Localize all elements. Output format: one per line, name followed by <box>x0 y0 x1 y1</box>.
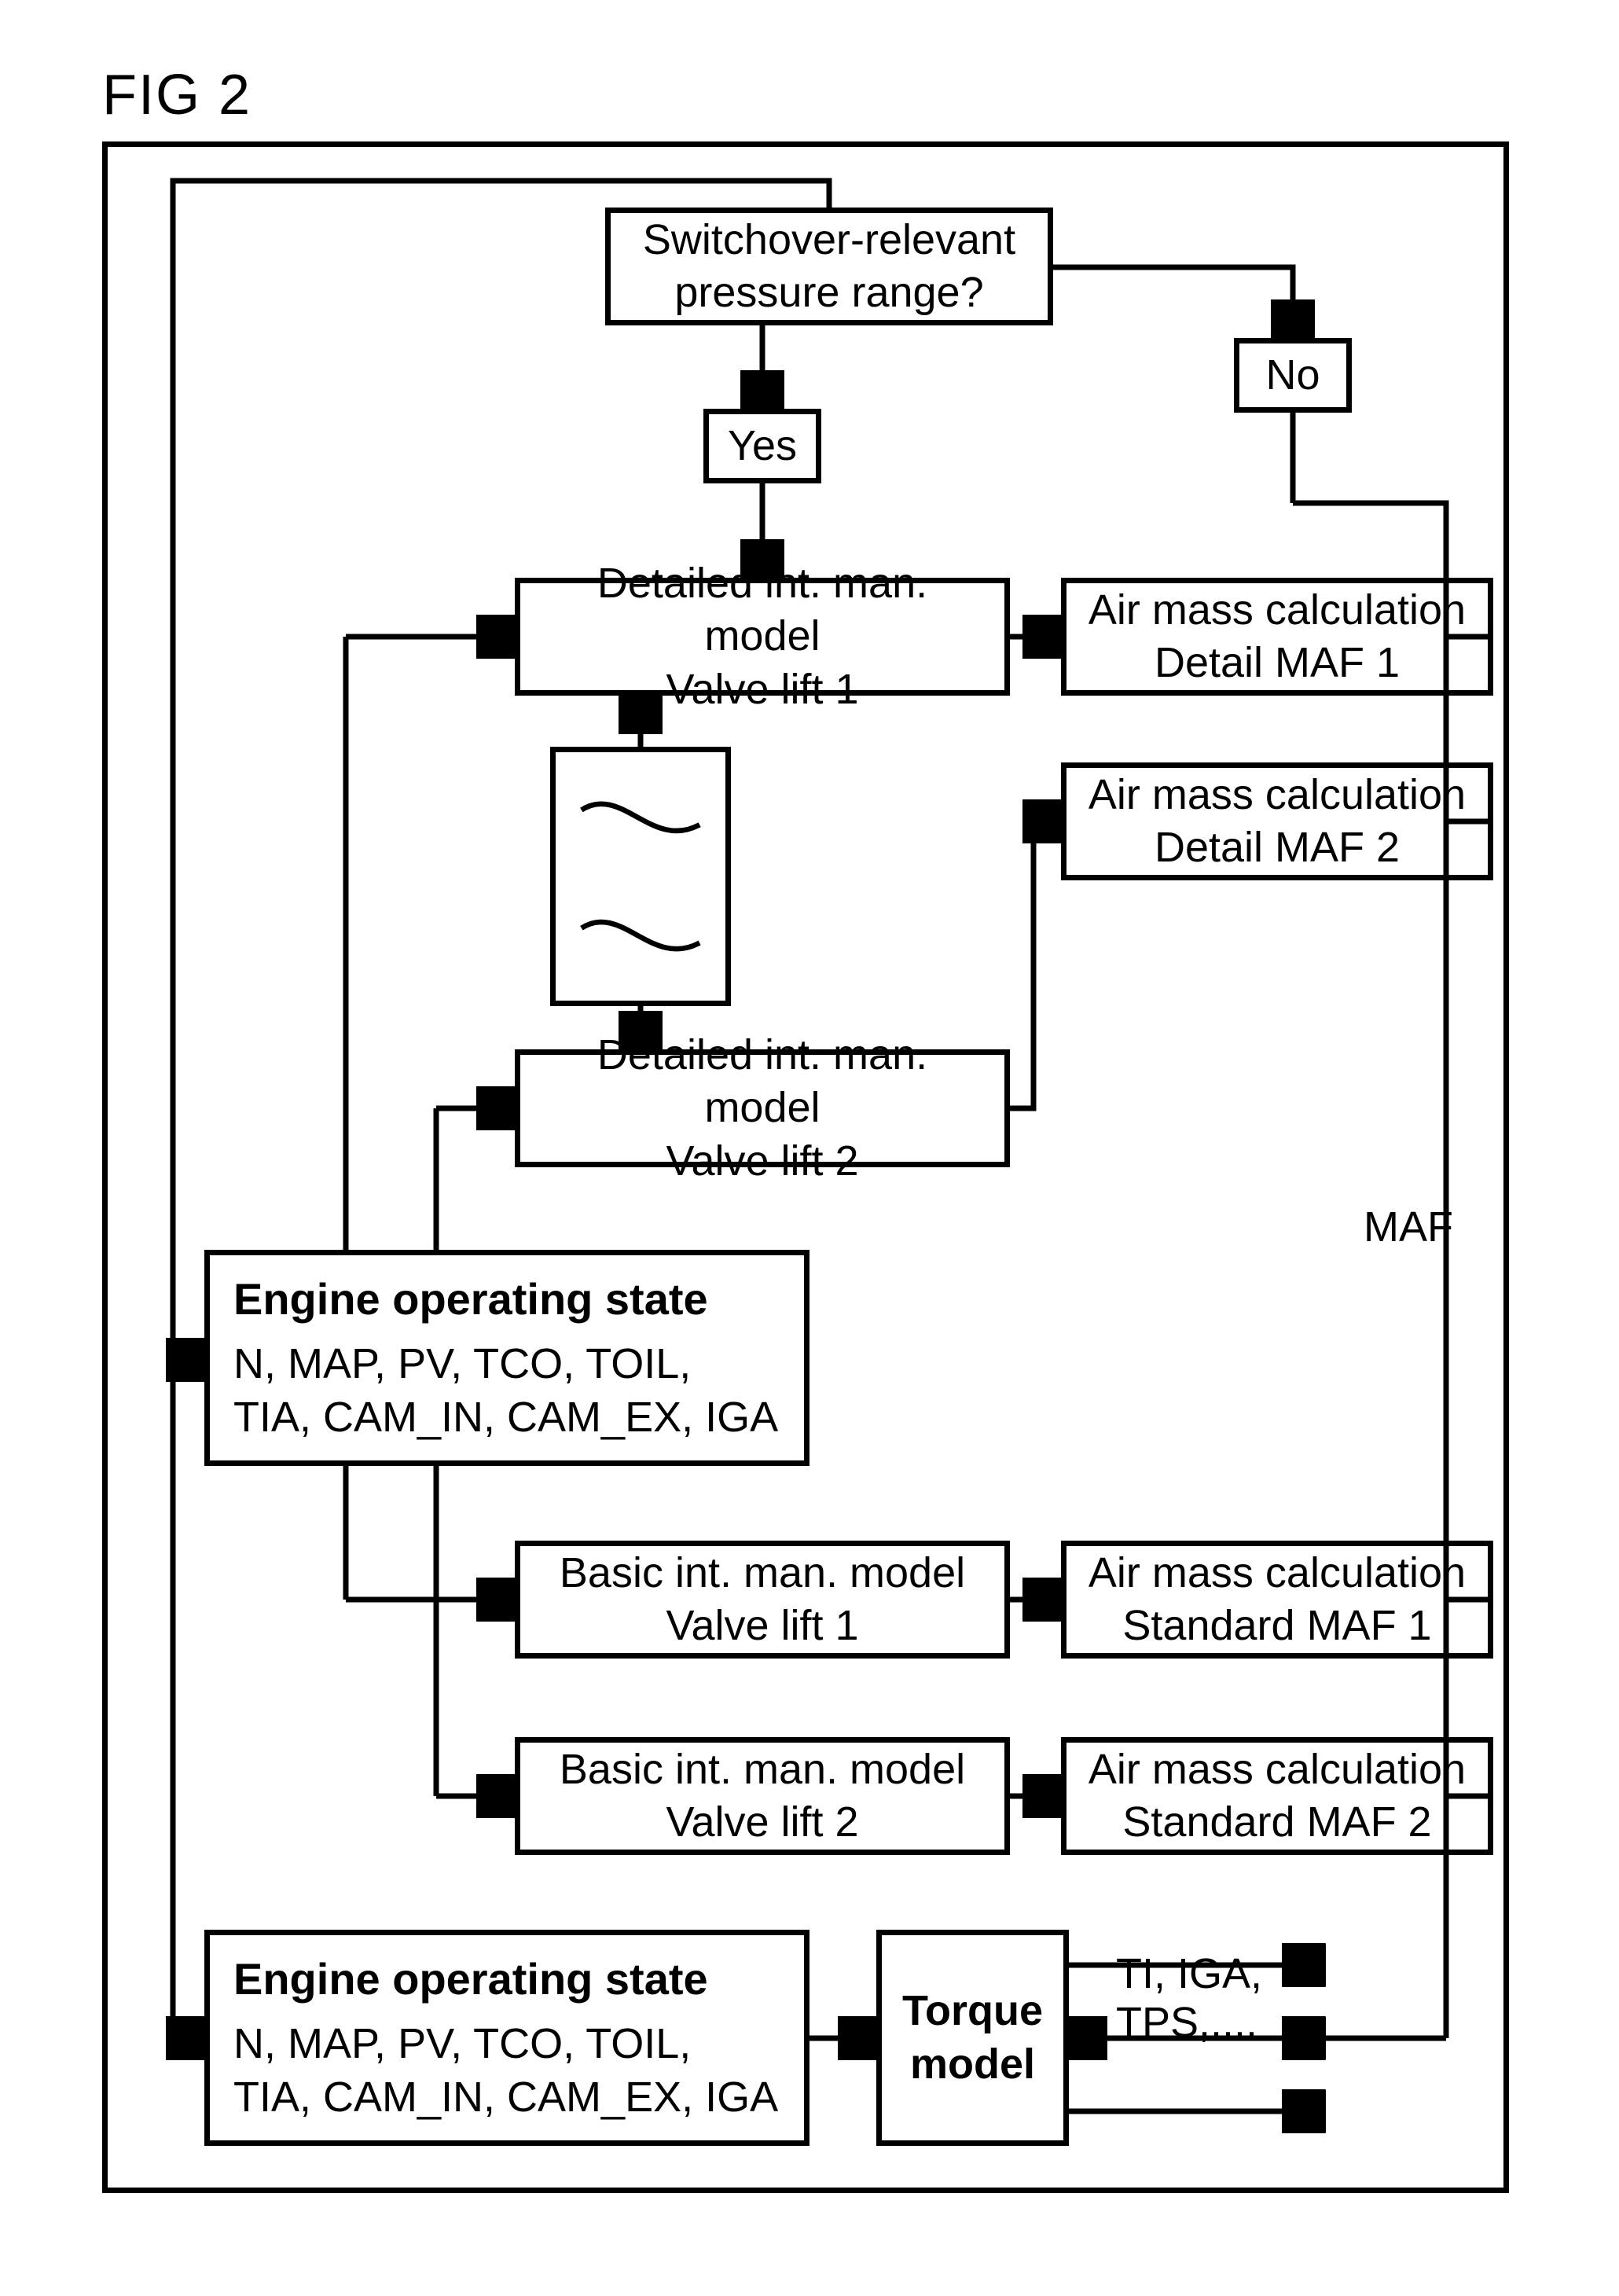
curve-icon <box>556 752 725 1001</box>
maf-s1-line1: Air mass calculation <box>1089 1547 1466 1600</box>
engine-state-1: Engine operating state N, MAP, PV, TCO, … <box>204 1250 810 1466</box>
maf-std-2: Air mass calculation Standard MAF 2 <box>1061 1737 1493 1855</box>
maf-d1-line2: Detail MAF 1 <box>1155 637 1400 690</box>
detailed-vl2-line1: Detailed int. man. model <box>536 1029 989 1135</box>
basic-vl2-line2: Valve lift 2 <box>666 1796 858 1850</box>
maf-detail-1: Air mass calculation Detail MAF 1 <box>1061 578 1493 696</box>
engine-state-1-sub: N, MAP, PV, TCO, TOIL, TIA, CAM_IN, CAM_… <box>233 1338 778 1444</box>
figure-label: FIG 2 <box>102 63 251 127</box>
basic-vl1-line2: Valve lift 1 <box>666 1600 858 1653</box>
outputs-label: TI, IGA, TPS,.... <box>1116 1949 1262 2047</box>
maf-d2-line2: Detail MAF 2 <box>1155 821 1400 875</box>
maf-d2-line1: Air mass calculation <box>1089 769 1466 822</box>
maf-label: MAF <box>1364 1203 1453 1251</box>
detailed-model-vl2: Detailed int. man. model Valve lift 2 <box>515 1049 1010 1167</box>
decision-box: Switchover-relevant pressure range? <box>605 208 1053 325</box>
basic-vl2-line1: Basic int. man. model <box>560 1743 965 1797</box>
maf-std-1: Air mass calculation Standard MAF 1 <box>1061 1541 1493 1659</box>
basic-vl1-line1: Basic int. man. model <box>560 1547 965 1600</box>
engine-state-2-sub: N, MAP, PV, TCO, TOIL, TIA, CAM_IN, CAM_… <box>233 2018 778 2124</box>
maf-s2-line1: Air mass calculation <box>1089 1743 1466 1797</box>
maf-s2-line2: Standard MAF 2 <box>1122 1796 1431 1850</box>
engine-state-2-title: Engine operating state <box>233 1952 708 2007</box>
basic-model-vl1: Basic int. man. model Valve lift 1 <box>515 1541 1010 1659</box>
detailed-vl1-line2: Valve lift 1 <box>666 663 858 717</box>
no-box: No <box>1234 338 1352 413</box>
maf-detail-2: Air mass calculation Detail MAF 2 <box>1061 762 1493 880</box>
characteristic-curve-box <box>550 747 731 1006</box>
torque-model: Torque model <box>876 1930 1069 2146</box>
detailed-vl1-line1: Detailed int. man. model <box>536 557 989 663</box>
maf-s1-line2: Standard MAF 1 <box>1122 1600 1431 1653</box>
yes-box: Yes <box>703 409 821 483</box>
detailed-model-vl1: Detailed int. man. model Valve lift 1 <box>515 578 1010 696</box>
engine-state-1-title: Engine operating state <box>233 1272 708 1327</box>
engine-state-2: Engine operating state N, MAP, PV, TCO, … <box>204 1930 810 2146</box>
detailed-vl2-line2: Valve lift 2 <box>666 1135 858 1188</box>
maf-d1-line1: Air mass calculation <box>1089 584 1466 637</box>
basic-model-vl2: Basic int. man. model Valve lift 2 <box>515 1737 1010 1855</box>
